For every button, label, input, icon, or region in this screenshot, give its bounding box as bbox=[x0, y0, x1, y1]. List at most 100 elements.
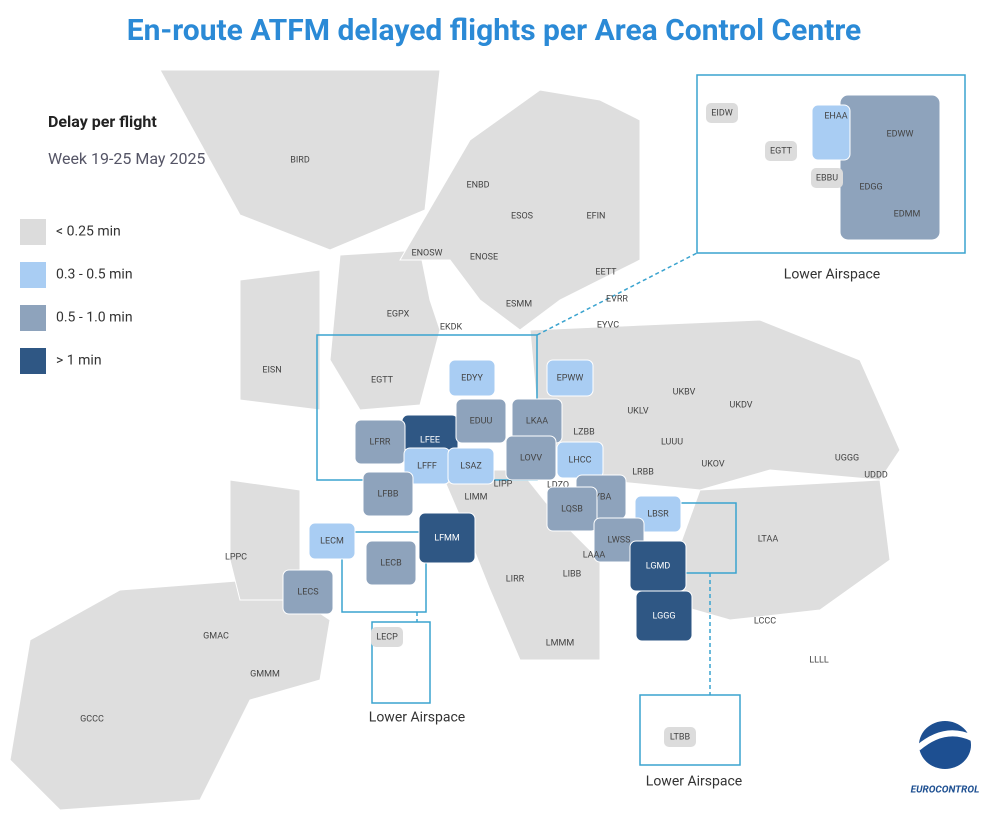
region-label: LPPC bbox=[225, 552, 247, 562]
region-label: LKAA bbox=[526, 416, 548, 426]
inset-region bbox=[811, 168, 843, 188]
region bbox=[635, 590, 693, 642]
region-label: EISN bbox=[262, 365, 281, 375]
region-label: ESOS bbox=[511, 211, 533, 221]
region bbox=[362, 471, 414, 517]
inset-region bbox=[664, 727, 696, 747]
region-label: LFMM bbox=[434, 533, 460, 543]
region-label: LIPP bbox=[494, 479, 513, 489]
inset-region bbox=[706, 103, 738, 123]
region-label: UKOV bbox=[701, 459, 724, 469]
region-label: ENOSW bbox=[411, 248, 442, 258]
region-label: LOVV bbox=[520, 453, 542, 463]
region-label: LTAA bbox=[758, 534, 779, 544]
region bbox=[365, 540, 417, 586]
logo-text: EUROCONTROL bbox=[911, 785, 980, 796]
region-label: LFFF bbox=[417, 461, 437, 471]
region-label: LGMD bbox=[646, 561, 671, 571]
region-label: LWSS bbox=[608, 535, 631, 545]
region-label: LCCC bbox=[754, 616, 776, 626]
legend-label: 0.3 - 0.5 min bbox=[56, 267, 133, 283]
region-label: LUUU bbox=[661, 437, 683, 447]
inset-region bbox=[371, 627, 403, 647]
region-label: LSAZ bbox=[460, 461, 482, 471]
region-label: LECB bbox=[380, 558, 402, 568]
region-label: LECP bbox=[376, 632, 398, 642]
region-label: EFIN bbox=[587, 211, 606, 221]
region-label: LBSR bbox=[647, 509, 669, 519]
region-label: LQSB bbox=[561, 504, 583, 514]
legend-label: > 1 min bbox=[56, 353, 102, 369]
region-label: GCCC bbox=[80, 714, 104, 724]
region-label: LYBA bbox=[591, 492, 612, 502]
region-label: ESMM bbox=[506, 299, 532, 309]
region bbox=[546, 486, 598, 532]
region-label: UGGG bbox=[835, 453, 859, 463]
region-label: LIRR bbox=[506, 574, 525, 584]
region-label: EDMM bbox=[894, 209, 921, 219]
region-label: LHCC bbox=[569, 455, 592, 465]
region-label: EDYY bbox=[461, 373, 483, 383]
region-label: LAAA bbox=[583, 550, 606, 560]
inset-region bbox=[839, 94, 941, 241]
region-label: UKLV bbox=[627, 406, 649, 416]
region-label: EDGG bbox=[859, 182, 882, 192]
region-label: EBBU bbox=[816, 173, 838, 183]
region-label: EGTT bbox=[770, 146, 793, 156]
region bbox=[634, 495, 682, 533]
region bbox=[354, 419, 406, 465]
inset-caption: Lower Airspace bbox=[646, 774, 742, 790]
region-label: EHAA bbox=[824, 111, 847, 121]
inset-caption: Lower Airspace bbox=[369, 710, 465, 726]
legend-label: < 0.25 min bbox=[56, 224, 121, 240]
region-label: LGGG bbox=[653, 611, 676, 621]
region-label: LZBB bbox=[573, 427, 595, 437]
legend-label: 0.5 - 1.0 min bbox=[56, 310, 133, 326]
region bbox=[505, 435, 557, 481]
region-label: LFEE bbox=[420, 435, 440, 445]
region bbox=[418, 512, 476, 564]
region-label: LIMM bbox=[464, 492, 487, 502]
region-label: EETT bbox=[595, 267, 617, 277]
region-label: LFBB bbox=[377, 489, 398, 499]
region-label: EDWW bbox=[887, 129, 914, 139]
legend-title: Delay per flight bbox=[48, 112, 157, 131]
region-label: LFRR bbox=[370, 437, 391, 447]
region bbox=[455, 398, 507, 444]
region-label: ENOSE bbox=[470, 252, 498, 262]
region-label: LECM bbox=[320, 536, 344, 546]
region-label: EKDK bbox=[440, 322, 463, 332]
region-label: EYVC bbox=[597, 320, 619, 330]
region-label: EIDW bbox=[711, 108, 732, 118]
region bbox=[308, 522, 356, 560]
region-label: GMMM bbox=[250, 669, 280, 679]
inset-caption: Lower Airspace bbox=[784, 267, 880, 283]
region-label: LRBB bbox=[632, 467, 654, 477]
legend-swatch bbox=[20, 305, 46, 331]
region bbox=[447, 447, 495, 485]
region bbox=[282, 569, 334, 615]
region-label: ENBD bbox=[466, 180, 489, 190]
title: En-route ATFM delayed flights per Area C… bbox=[127, 13, 862, 48]
region-label: LMMM bbox=[546, 638, 575, 648]
region-label: BIRD bbox=[290, 155, 310, 165]
region-label: LTBB bbox=[670, 732, 691, 742]
legend-swatch bbox=[20, 348, 46, 374]
region-label: EGPX bbox=[387, 309, 410, 319]
region-label: GMAC bbox=[203, 631, 229, 641]
region-label: UKBV bbox=[673, 387, 696, 397]
region-label: LDZO bbox=[547, 480, 569, 490]
region-label: UDDD bbox=[864, 470, 888, 480]
region-label: LLLL bbox=[809, 655, 829, 665]
legend-swatch bbox=[20, 262, 46, 288]
inset-region bbox=[765, 141, 797, 161]
logo-mark bbox=[895, 703, 991, 814]
region-label: UKDV bbox=[729, 400, 752, 410]
inset-region bbox=[811, 104, 851, 161]
region-label: EVRR bbox=[606, 294, 628, 304]
region bbox=[448, 359, 496, 397]
region-label: EGTT bbox=[371, 375, 394, 385]
legend-swatch bbox=[20, 219, 46, 245]
